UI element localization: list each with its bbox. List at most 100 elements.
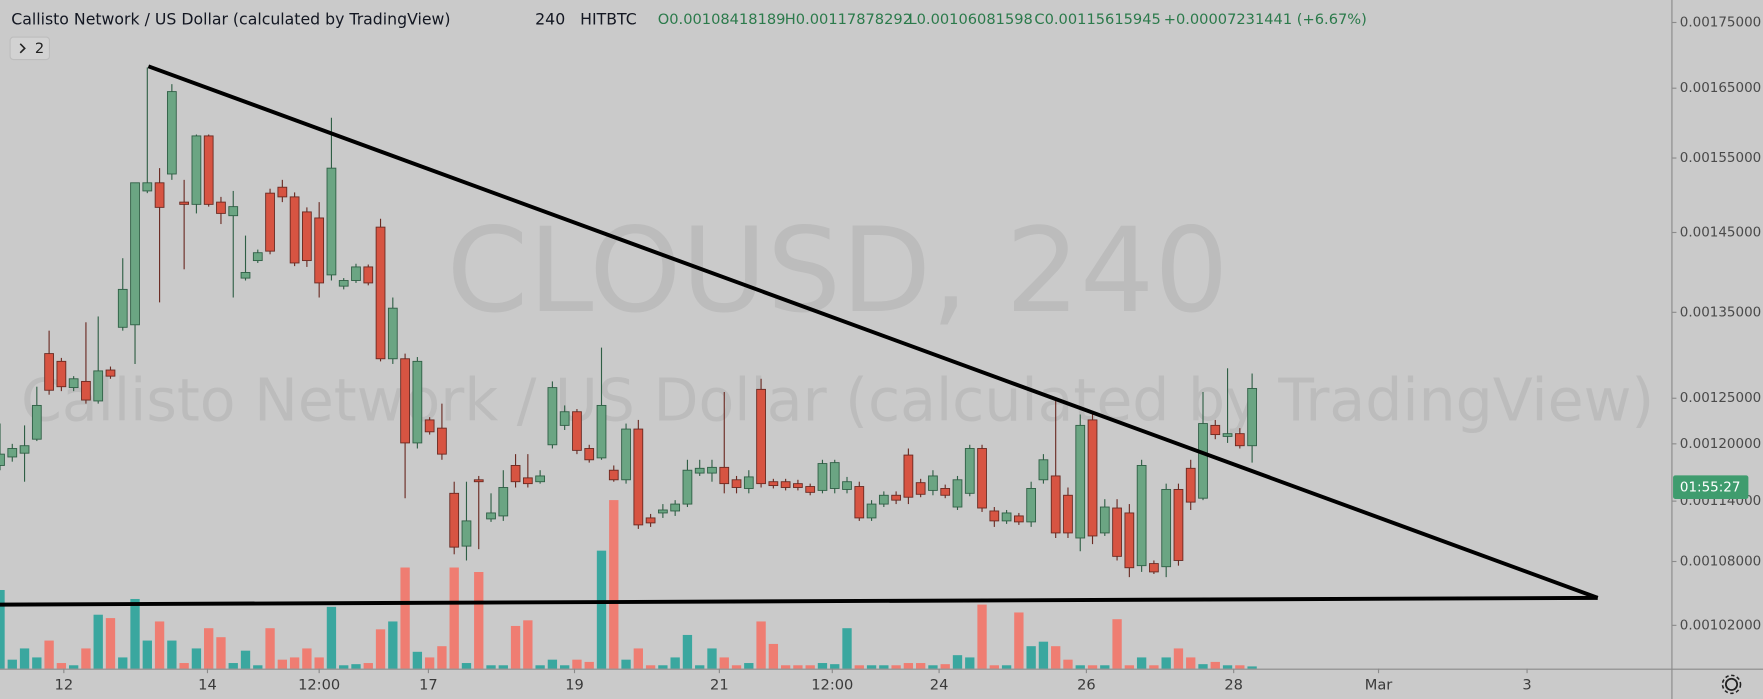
candle-body bbox=[1185, 467, 1196, 503]
indicator-toggle[interactable]: 2 bbox=[9, 36, 51, 61]
volume-bar bbox=[118, 657, 128, 669]
candle-body bbox=[522, 477, 533, 485]
candle-body bbox=[0, 453, 5, 466]
candle-body bbox=[559, 411, 570, 426]
settings-button[interactable] bbox=[1721, 674, 1742, 695]
volume-bar bbox=[179, 663, 189, 669]
y-tick-label: 0.00120000 bbox=[1680, 436, 1761, 452]
x-ticks: 12 14 12:00 17 19 21 12:00 24 26 28 Mar 3 bbox=[55, 668, 1532, 694]
volume-bar bbox=[240, 650, 251, 669]
volume-bar bbox=[793, 665, 803, 669]
y-tick-label: 0.00145000 bbox=[1680, 225, 1761, 241]
volume-bar bbox=[326, 606, 337, 669]
volume-bar bbox=[584, 661, 594, 669]
volume-bar bbox=[302, 648, 312, 669]
candle-body bbox=[1099, 506, 1110, 534]
candle-body bbox=[1124, 512, 1135, 569]
candle-body bbox=[952, 479, 963, 508]
symbol-title: Callisto Network / US Dollar (calculated… bbox=[11, 10, 450, 29]
volume-bar bbox=[167, 640, 177, 669]
volume-bar bbox=[879, 665, 889, 669]
candle-body bbox=[203, 135, 214, 205]
volume-bar bbox=[719, 657, 729, 669]
gear-icon[interactable] bbox=[1724, 677, 1739, 691]
volume-bar bbox=[805, 665, 815, 669]
volume-bar bbox=[400, 567, 410, 669]
volume-bar bbox=[830, 664, 840, 669]
candle-body bbox=[1234, 433, 1245, 447]
watermark-name: Callisto Network / US Dollar (calculated… bbox=[21, 367, 1654, 435]
candle-body bbox=[1149, 563, 1159, 573]
trendline bbox=[147, 64, 1599, 600]
volume-bar bbox=[1186, 657, 1196, 669]
candle-body bbox=[928, 475, 938, 491]
candle-body bbox=[1198, 423, 1208, 499]
volume-bar bbox=[633, 648, 643, 669]
candle-body bbox=[19, 445, 30, 454]
volume-bar bbox=[1112, 619, 1122, 669]
volume-bar bbox=[474, 572, 484, 669]
candle-body bbox=[621, 428, 631, 481]
volume-bar bbox=[56, 663, 67, 669]
volume-bar bbox=[32, 657, 42, 669]
y-tick-label: 0.00125000 bbox=[1680, 390, 1761, 406]
exchange: HITBTC bbox=[580, 10, 637, 29]
toggle-button[interactable] bbox=[9, 36, 51, 61]
volume-bar bbox=[1063, 659, 1073, 669]
ohlc-high: H0.00117878292 bbox=[785, 11, 912, 28]
volume-bar bbox=[523, 620, 533, 669]
volume-bar bbox=[486, 665, 496, 669]
candle-body bbox=[44, 353, 54, 391]
y-ticks: 0.00175000 0.00165000 0.00155000 0.00145000… bbox=[1671, 14, 1761, 633]
candle-body bbox=[756, 388, 766, 485]
candle-body bbox=[228, 206, 239, 217]
candle-body bbox=[608, 469, 619, 481]
candle-body bbox=[191, 135, 202, 205]
x-tick-label: 14 bbox=[198, 677, 217, 694]
volume-bar bbox=[854, 665, 864, 669]
countdown-background bbox=[1673, 475, 1749, 499]
volume-bar bbox=[461, 663, 472, 669]
volume-bar bbox=[940, 664, 950, 669]
candle-body bbox=[351, 266, 361, 281]
volume-bar bbox=[645, 665, 656, 669]
candle-body bbox=[1112, 507, 1122, 557]
y-tick-label: 0.00108000 bbox=[1680, 554, 1761, 570]
volume-bar bbox=[952, 655, 963, 669]
candle-body bbox=[989, 510, 1000, 522]
candle-body bbox=[891, 494, 901, 501]
candle-body bbox=[363, 266, 374, 284]
volume-bar bbox=[1198, 664, 1208, 669]
candle-body bbox=[805, 486, 816, 493]
candle-body bbox=[842, 481, 852, 490]
candle-body bbox=[1173, 488, 1184, 561]
candle-body bbox=[154, 182, 165, 208]
volume-bar bbox=[424, 657, 435, 669]
volume-bar bbox=[903, 663, 914, 669]
toggle-chevron bbox=[19, 43, 26, 54]
volume-bar bbox=[277, 659, 288, 669]
y-tick-label: 0.00175000 bbox=[1680, 14, 1761, 30]
volume-bar bbox=[510, 625, 521, 669]
volume-bar bbox=[731, 665, 742, 669]
volume-bar bbox=[437, 646, 447, 669]
volume-bar bbox=[891, 665, 901, 669]
candle-body bbox=[424, 419, 435, 433]
candle-body bbox=[977, 448, 987, 509]
volume-bar bbox=[915, 663, 926, 669]
volume-bar bbox=[695, 665, 705, 669]
volume-bar bbox=[1038, 641, 1049, 669]
candle-body bbox=[743, 476, 754, 489]
volume-bar bbox=[1136, 657, 1147, 669]
candle-body bbox=[915, 482, 926, 495]
volume-bar bbox=[977, 604, 987, 669]
candle-body bbox=[633, 428, 644, 526]
candle-body bbox=[216, 201, 226, 214]
candle-body bbox=[252, 252, 263, 262]
candle-body bbox=[117, 288, 128, 328]
volume-bar bbox=[1161, 657, 1171, 669]
volume-bar bbox=[375, 629, 386, 669]
volume-bar bbox=[1124, 665, 1135, 669]
volume-bar bbox=[154, 621, 165, 669]
volume-bar bbox=[388, 621, 398, 669]
